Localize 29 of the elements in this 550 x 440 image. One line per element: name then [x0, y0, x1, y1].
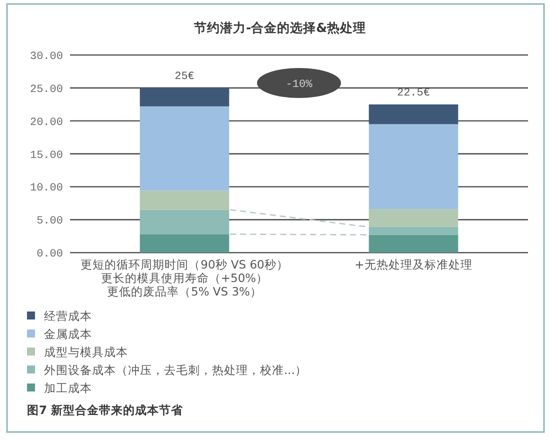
x-tick-label: +无热处理及标准处理: [354, 258, 472, 272]
total-label: 22.5€: [396, 87, 430, 100]
bar: [140, 210, 230, 234]
bar: [368, 104, 458, 124]
y-tick-label: 0.00: [36, 248, 63, 261]
legend-label: 经营成本: [44, 309, 92, 323]
bar: [140, 106, 230, 191]
legend-label: 加工成本: [44, 381, 92, 395]
x-tick-label: 更短的循环周期时间（90秒 VS 60秒）更长的模具使用寿命（+50%）更低的废品率（5% VS 3%）: [80, 258, 288, 299]
y-tick-label: 25.00: [30, 84, 63, 96]
bar: [368, 124, 458, 210]
y-tick-label: 10.00: [30, 182, 63, 195]
y-tick-label: 5.00: [36, 216, 63, 228]
caption: 图7 新型合金带来的成本节省: [27, 403, 184, 417]
bar: [140, 88, 230, 106]
bar: [368, 226, 458, 235]
legend-label: 成型与模具成本: [44, 345, 128, 359]
total-label: 25€: [174, 70, 195, 83]
bar: [140, 234, 230, 253]
legend-label: 外围设备成本（冲压，去毛刺，热处理，校准...）: [44, 363, 307, 377]
y-tick-label: 20.00: [30, 116, 63, 129]
legend-label: 金属成本: [44, 327, 92, 341]
bar: [140, 190, 230, 210]
y-tick-label: 15.00: [30, 150, 63, 162]
annotation: -10%: [286, 79, 313, 91]
bar: [368, 209, 458, 227]
bar: [368, 234, 458, 253]
y-tick-label: 30.00: [30, 51, 63, 63]
chart-title: 节约潜力-合金的选择&热处理: [192, 20, 366, 35]
